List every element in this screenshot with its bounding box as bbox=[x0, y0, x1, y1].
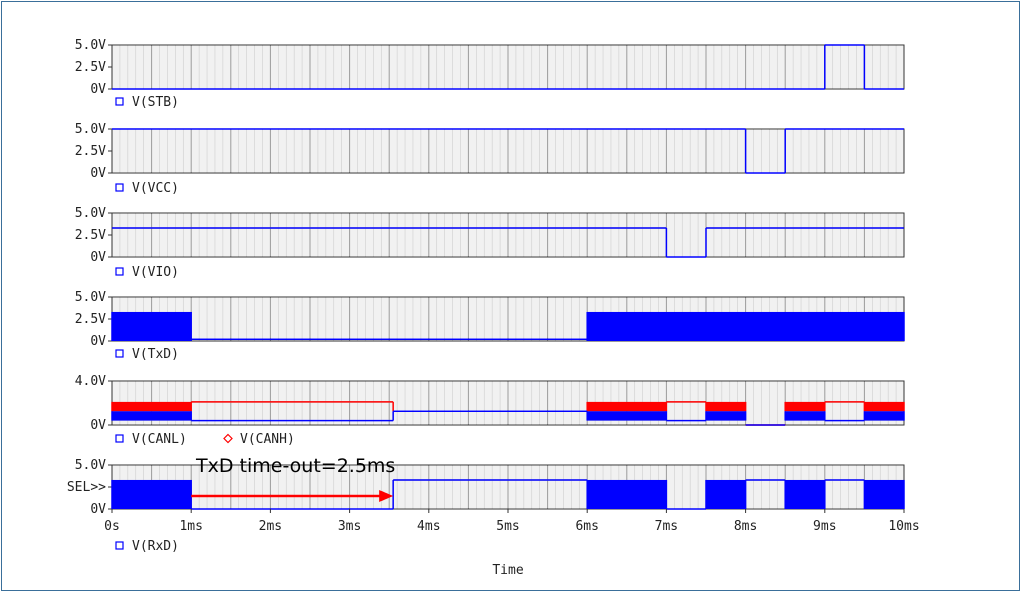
y-tick-label: 0V bbox=[90, 250, 106, 265]
signal-band bbox=[706, 411, 746, 421]
legend-square-icon bbox=[115, 349, 124, 358]
legend-square-icon bbox=[115, 541, 124, 550]
signal-band bbox=[587, 311, 904, 341]
signal-band bbox=[706, 401, 746, 412]
y-tick-label: 5.0V bbox=[75, 458, 106, 473]
y-tick-label: 0V bbox=[90, 334, 106, 349]
x-tick-label: 1ms bbox=[179, 519, 202, 534]
y-tick-label: 4.0V bbox=[75, 374, 106, 389]
y-tick-label: 0V bbox=[90, 82, 106, 97]
signal-band bbox=[864, 479, 904, 509]
legend-label: V(RxD) bbox=[132, 539, 179, 554]
signal-band bbox=[785, 479, 825, 509]
y-tick-label: 0V bbox=[90, 502, 106, 517]
y-tick-label: 2.5V bbox=[75, 228, 106, 243]
x-tick-label: 7ms bbox=[655, 519, 678, 534]
signal-band bbox=[112, 479, 192, 509]
legend-square-icon bbox=[115, 183, 124, 192]
y-tick-label: 5.0V bbox=[75, 38, 106, 53]
annotation-text: TxD time-out=2.5ms bbox=[195, 455, 395, 477]
y-tick-label: 5.0V bbox=[75, 122, 106, 137]
x-tick-label: 10ms bbox=[888, 519, 919, 534]
signal-band bbox=[785, 411, 825, 421]
signal-band bbox=[864, 401, 904, 412]
y-tick-label: 0V bbox=[90, 418, 106, 433]
legend-label: V(VIO) bbox=[132, 265, 179, 280]
legend-label: V(TxD) bbox=[132, 347, 179, 362]
x-tick-label: 2ms bbox=[259, 519, 282, 534]
x-tick-label: 6ms bbox=[575, 519, 598, 534]
signal-band bbox=[587, 401, 667, 412]
legend-label: V(CANH) bbox=[240, 432, 295, 447]
y-tick-label: 2.5V bbox=[75, 144, 106, 159]
signal-band bbox=[785, 401, 825, 412]
y-tick-label: 5.0V bbox=[75, 206, 106, 221]
legend-square-icon bbox=[115, 97, 124, 106]
legend-square-icon bbox=[115, 434, 124, 443]
signal-band bbox=[587, 411, 667, 421]
y-tick-label: 2.5V bbox=[75, 312, 106, 327]
signal-band bbox=[587, 479, 667, 509]
y-tick-label: SEL>> bbox=[67, 480, 106, 495]
x-axis-title: Time bbox=[492, 563, 523, 578]
legend-label: V(STB) bbox=[132, 95, 179, 110]
signal-band bbox=[112, 401, 192, 412]
y-tick-label: 2.5V bbox=[75, 60, 106, 75]
legend-diamond-icon bbox=[223, 433, 233, 444]
x-tick-label: 5ms bbox=[496, 519, 519, 534]
x-tick-label: 9ms bbox=[813, 519, 836, 534]
legend-label: V(CANL) bbox=[132, 432, 187, 447]
x-tick-label: 8ms bbox=[734, 519, 757, 534]
signal-band bbox=[112, 411, 192, 421]
x-tick-label: 4ms bbox=[417, 519, 440, 534]
legend-square-icon bbox=[115, 267, 124, 276]
legend-label: V(VCC) bbox=[132, 181, 179, 196]
signal-band bbox=[706, 479, 746, 509]
signal-band bbox=[112, 311, 192, 341]
y-tick-label: 5.0V bbox=[75, 290, 106, 305]
y-tick-label: 0V bbox=[90, 166, 106, 181]
x-tick-label: 3ms bbox=[338, 519, 361, 534]
signal-band bbox=[864, 411, 904, 421]
annotation-arrow-head-icon bbox=[379, 490, 394, 502]
x-tick-label: 0s bbox=[104, 519, 120, 534]
